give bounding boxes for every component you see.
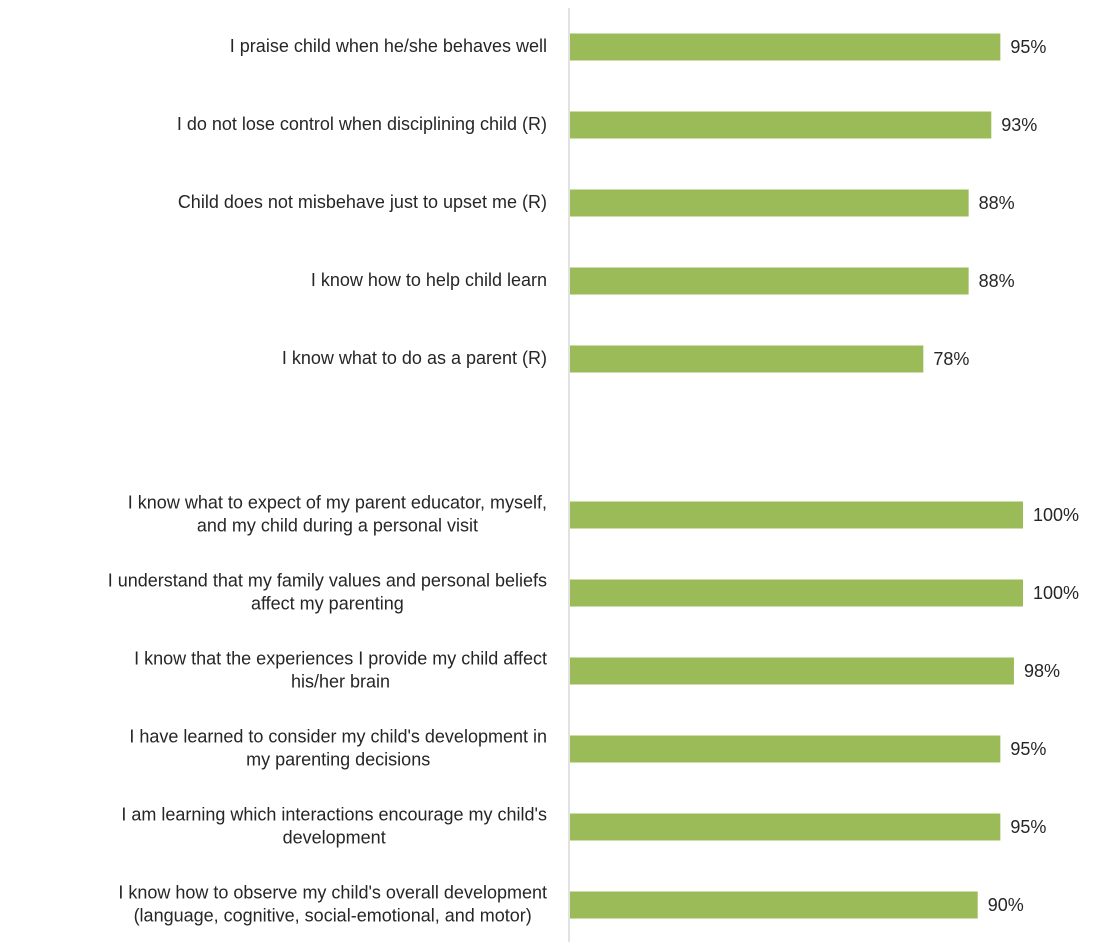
bar <box>570 33 1001 61</box>
category-label: I know that the experiences I provide my… <box>134 648 547 691</box>
category-label: I do not lose control when disciplining … <box>177 114 547 134</box>
data-label: 90% <box>988 895 1024 915</box>
data-label: 100% <box>1033 505 1079 525</box>
category-label: I know what to expect of my parent educa… <box>128 492 547 535</box>
data-label: 88% <box>979 193 1015 213</box>
data-label: 98% <box>1024 661 1060 681</box>
bar <box>570 891 978 919</box>
category-label: I know how to observe my child's overall… <box>118 882 547 925</box>
data-label: 95% <box>1010 817 1046 837</box>
bar <box>570 189 969 217</box>
category-label: I am learning which interactions encoura… <box>121 804 547 847</box>
data-label: 100% <box>1033 583 1079 603</box>
data-label: 88% <box>979 271 1015 291</box>
data-label: 95% <box>1010 739 1046 759</box>
category-label: I understand that my family values and p… <box>108 570 547 613</box>
category-label: I know what to do as a parent (R) <box>282 348 547 368</box>
bar <box>570 501 1023 529</box>
data-label: 93% <box>1001 115 1037 135</box>
category-label: I have learned to consider my child's de… <box>129 726 547 769</box>
bar <box>570 813 1001 841</box>
data-label: 95% <box>1010 37 1046 57</box>
bar <box>570 735 1001 763</box>
data-label: 78% <box>933 349 969 369</box>
bar <box>570 579 1023 607</box>
category-label: Child does not misbehave just to upset m… <box>178 192 547 212</box>
category-label: I know how to help child learn <box>311 270 547 290</box>
category-label: I praise child when he/she behaves well <box>230 36 547 56</box>
bar <box>570 657 1014 685</box>
bar <box>570 267 969 295</box>
bar <box>570 345 924 373</box>
bar <box>570 111 992 139</box>
